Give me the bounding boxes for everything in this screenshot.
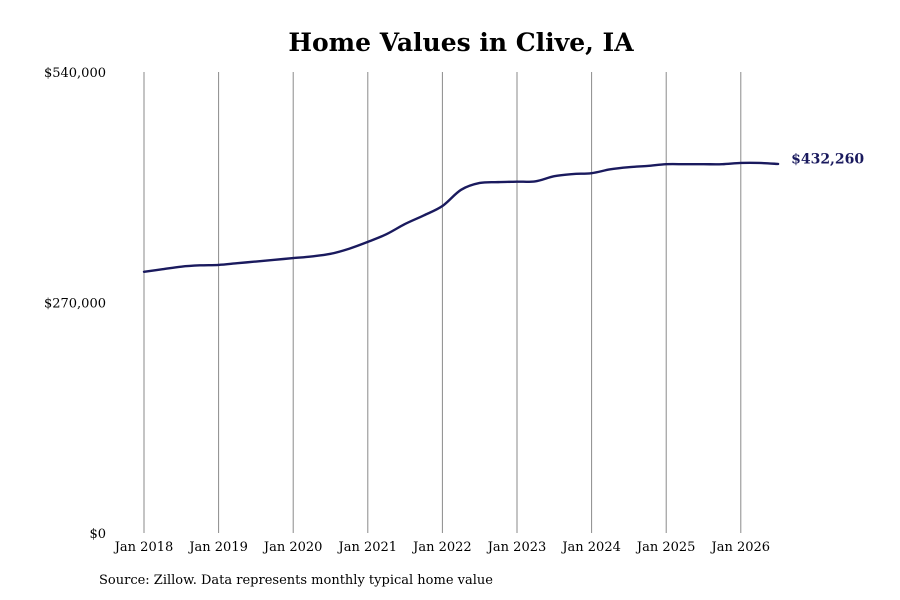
x-tick-label: Jan 2026 [710,540,771,555]
y-tick-label: $540,000 [44,66,106,81]
series-line-home-value [142,161,780,273]
x-tick-label: Jan 2021 [337,540,398,555]
x-tick-label: Jan 2023 [486,540,547,555]
x-tick-label: Jan 2018 [113,540,174,555]
x-tick-label: Jan 2020 [262,540,323,555]
chart-title: Home Values in Clive, IA [288,28,634,57]
x-tick-label: Jan 2025 [635,540,696,555]
source-note: Source: Zillow. Data represents monthly … [99,573,493,588]
y-tick-label: $270,000 [44,297,106,312]
end-value-label: $432,260 [791,151,864,167]
x-tick-label: Jan 2022 [411,540,472,555]
x-tick-label: Jan 2019 [187,540,248,555]
y-tick-label: $0 [89,527,106,542]
x-tick-label: Jan 2024 [560,540,621,555]
